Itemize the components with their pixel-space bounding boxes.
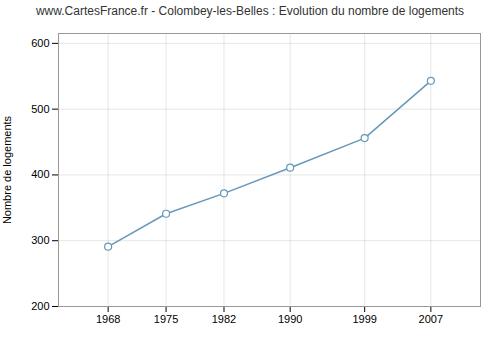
svg-text:1982: 1982 bbox=[212, 313, 236, 325]
svg-text:600: 600 bbox=[31, 37, 49, 49]
svg-text:500: 500 bbox=[31, 103, 49, 115]
svg-text:1999: 1999 bbox=[352, 313, 376, 325]
svg-text:1990: 1990 bbox=[278, 313, 302, 325]
svg-text:400: 400 bbox=[31, 168, 49, 180]
svg-text:300: 300 bbox=[31, 234, 49, 246]
html-text:www.CartesFrance.fr - Colombey: www.CartesFrance.fr - Colombey-les-Belle… bbox=[35, 4, 465, 18]
svg-text:2007: 2007 bbox=[419, 313, 443, 325]
svg-text:Nombre de logements: Nombre de logements bbox=[1, 115, 13, 224]
svg-text:200: 200 bbox=[31, 300, 49, 312]
svg-text:1968: 1968 bbox=[96, 313, 120, 325]
svg-text:1975: 1975 bbox=[154, 313, 178, 325]
